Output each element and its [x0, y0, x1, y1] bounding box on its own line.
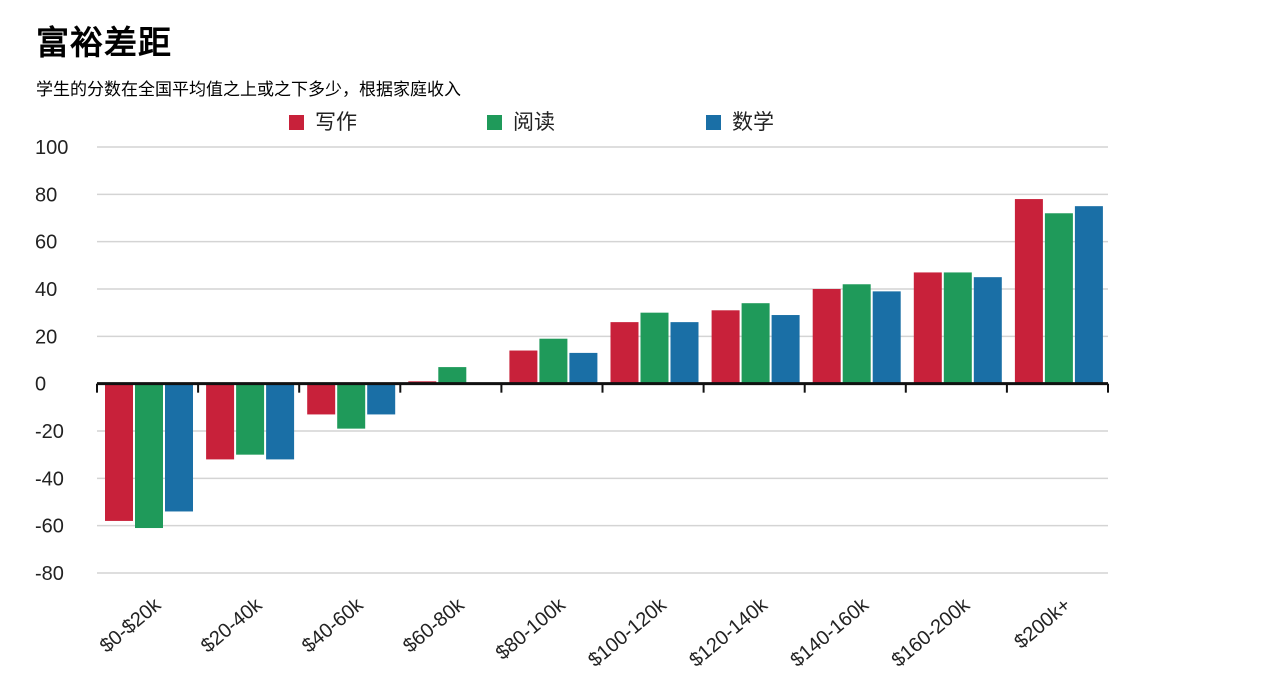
bar [236, 383, 265, 455]
x-tick-label: $120-140k [685, 593, 772, 671]
y-tick-label: -60 [35, 516, 64, 538]
gridlines [97, 146, 1108, 574]
x-tick-label: $100-120k [584, 593, 671, 671]
bar [610, 322, 639, 384]
bar [135, 383, 163, 529]
bar [913, 272, 942, 384]
bar [973, 277, 1002, 384]
bar [812, 289, 841, 384]
bar [711, 310, 740, 384]
x-tick-labels: $0-$20k $20-40k $40-60k $60-80k $80-100k $100… [96, 593, 1075, 671]
legend-label: 写作 [315, 110, 357, 134]
x-tick-label: $20-40k [197, 593, 267, 657]
bar [1074, 206, 1103, 384]
y-tick-label: -40 [35, 468, 64, 490]
bar [640, 312, 669, 384]
bar [1044, 213, 1073, 384]
bar [438, 367, 467, 384]
chart-subtitle: 学生的分数在全国平均值之上或之下多少，根据家庭收入 [36, 80, 461, 100]
bar [771, 315, 800, 384]
bar [367, 383, 396, 415]
x-tick-label: $80-100k [492, 593, 571, 664]
y-tick-label: -20 [35, 421, 64, 443]
bar [509, 350, 538, 384]
y-tick-label: 100 [35, 137, 68, 159]
bar [165, 383, 193, 512]
bar [1014, 199, 1043, 384]
legend: 写作 阅读 数学 [289, 110, 774, 134]
y-tick-labels: 100 80 60 40 20 0 -20 -40 -60 -80 [35, 137, 68, 585]
bar [842, 284, 871, 384]
legend-swatch [289, 115, 304, 130]
x-tick-label: $60-80k [399, 593, 469, 657]
bar [539, 338, 568, 384]
bar [670, 322, 699, 384]
x-axis [96, 382, 1109, 393]
y-tick-label: -80 [35, 563, 64, 585]
bar [943, 272, 972, 384]
bar [569, 352, 598, 384]
bar [337, 383, 366, 429]
x-tick-label: $160-200k [888, 593, 975, 671]
x-tick-label: $40-60k [298, 593, 368, 657]
x-tick-label: $140-160k [786, 593, 873, 671]
legend-swatch [487, 115, 502, 130]
legend-swatch [706, 115, 721, 130]
legend-label: 阅读 [513, 110, 555, 134]
x-tick-label: $0-$20k [96, 593, 166, 657]
legend-label: 数学 [732, 110, 774, 134]
bar [206, 383, 235, 460]
chart-title: 富裕差距 [36, 23, 172, 62]
y-tick-label: 80 [35, 184, 57, 206]
bar [105, 383, 133, 521]
y-tick-label: 60 [35, 232, 57, 254]
bar [872, 291, 901, 384]
y-tick-label: 40 [35, 279, 57, 301]
bar [741, 303, 770, 384]
bar [266, 383, 295, 460]
bar [307, 383, 336, 415]
x-tick-label: $200k+ [1010, 594, 1075, 653]
y-tick-label: 0 [35, 374, 46, 396]
y-tick-label: 20 [35, 326, 57, 348]
